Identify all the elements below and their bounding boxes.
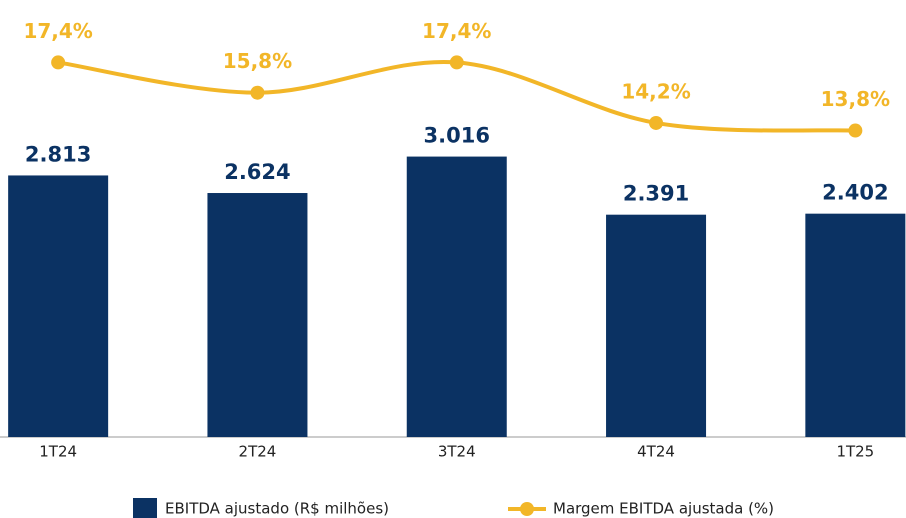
data-label: 2.402: [822, 181, 888, 205]
x-tick-label: 1T24: [39, 443, 77, 461]
x-tick-label: 3T24: [438, 443, 476, 461]
data-label: 2.813: [25, 142, 91, 166]
bar: [805, 213, 906, 437]
bar: [606, 214, 707, 437]
data-label: 17,4%: [422, 19, 491, 43]
x-tick-label: 4T24: [637, 443, 675, 461]
data-label: 2.391: [623, 182, 689, 206]
line: [57, 59, 856, 133]
data-label: 17,4%: [23, 19, 92, 43]
line-marker: [51, 55, 66, 70]
bar: [8, 175, 109, 437]
line-marker: [848, 123, 863, 138]
data-label: 15,8%: [223, 49, 292, 73]
line-marker: [250, 85, 265, 100]
data-label: 13,8%: [821, 87, 890, 111]
legend-swatch: [520, 502, 534, 516]
bar: [406, 156, 507, 437]
legend-label: EBITDA ajustado (R$ milhões): [165, 500, 389, 518]
x-tick-label: 2T24: [239, 443, 277, 461]
line-marker: [449, 55, 464, 70]
bar: [207, 193, 308, 437]
legend-swatch: [133, 498, 157, 518]
legend-label: Margem EBITDA ajustada (%): [553, 500, 774, 518]
line-marker: [649, 115, 664, 130]
x-tick-label: 1T25: [836, 443, 874, 461]
data-label: 3.016: [424, 124, 490, 148]
data-label: 14,2%: [621, 79, 690, 103]
data-label: 2.624: [224, 160, 290, 184]
